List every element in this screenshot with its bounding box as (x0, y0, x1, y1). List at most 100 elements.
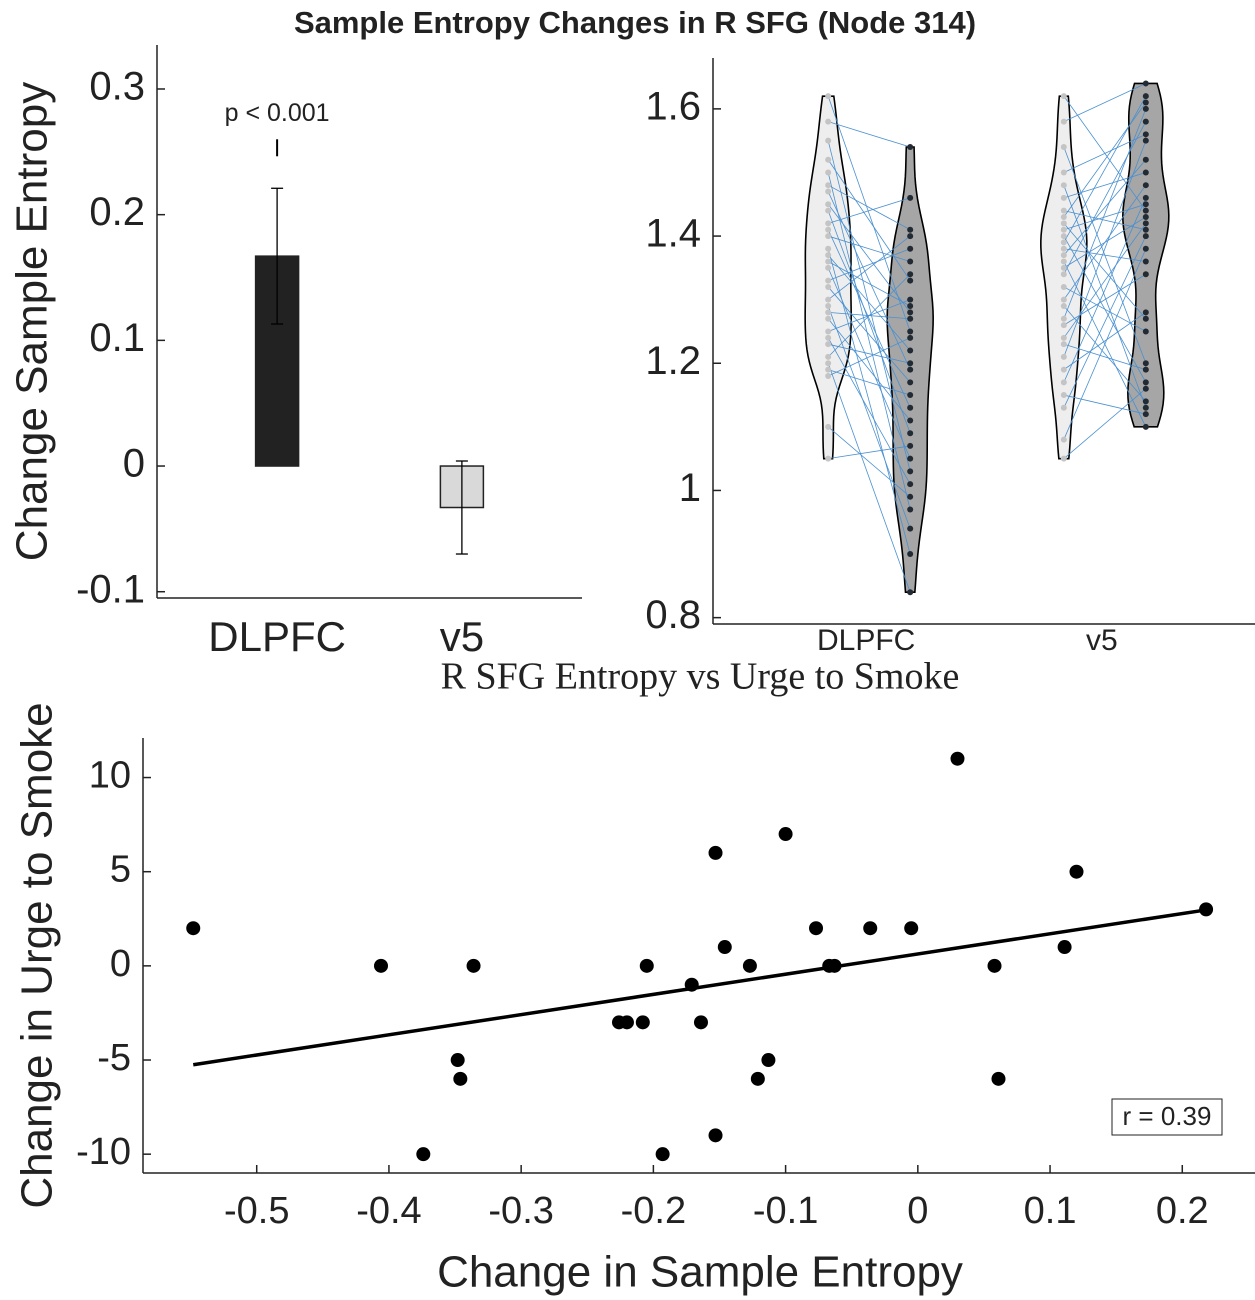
point (825, 283, 832, 290)
point (907, 455, 914, 462)
point (907, 392, 914, 399)
point (1142, 80, 1149, 87)
pair-line (827, 318, 911, 421)
point (825, 93, 832, 100)
point (907, 468, 914, 475)
point (907, 379, 914, 386)
point (825, 226, 832, 233)
pair-line (1063, 184, 1147, 300)
point (907, 417, 914, 424)
point (639, 958, 654, 973)
point (1060, 118, 1067, 125)
point (1060, 366, 1067, 373)
y-tick-label: 0.1 (89, 316, 145, 360)
point (1060, 322, 1067, 329)
point (1060, 194, 1067, 201)
point (1142, 169, 1149, 176)
pair-line (828, 248, 911, 281)
point (907, 233, 914, 240)
point (1142, 315, 1149, 322)
point (742, 958, 757, 973)
x-axis-label: Change in Sample Entropy (437, 1248, 963, 1297)
point (1060, 213, 1067, 220)
point (1199, 902, 1214, 917)
point (825, 353, 832, 360)
pair-line (1063, 273, 1147, 326)
point (1142, 93, 1149, 100)
pair-line (827, 254, 911, 351)
pair-line (828, 445, 911, 460)
point (1142, 207, 1149, 214)
x-tick-label: v5 (440, 613, 484, 660)
point (825, 423, 832, 430)
point (1069, 864, 1084, 879)
point (1142, 105, 1149, 112)
point (825, 296, 832, 303)
violin (1122, 82, 1170, 428)
point (1142, 226, 1149, 233)
point (619, 1015, 634, 1030)
y-tick-label: 1.4 (645, 212, 701, 256)
point (825, 169, 832, 176)
point (466, 958, 481, 973)
point (907, 194, 914, 201)
point (1060, 252, 1067, 259)
chart-title: Sample Entropy Changes in R SFG (Node 31… (294, 5, 976, 40)
point (825, 455, 832, 462)
x-tick-label: DLPFC (817, 624, 915, 657)
point (1060, 220, 1067, 227)
y-tick-label: 1 (679, 466, 701, 510)
point (825, 156, 832, 163)
point (1142, 385, 1149, 392)
point (825, 372, 832, 379)
pair-line (827, 286, 911, 383)
point (693, 1015, 708, 1030)
point (825, 188, 832, 195)
y-tick-label: 10 (89, 755, 131, 797)
point (907, 271, 914, 278)
point (907, 226, 914, 233)
point (907, 481, 914, 488)
pair-line (828, 337, 911, 377)
pair-line (827, 184, 911, 231)
point (907, 347, 914, 354)
x-tick-label: 0 (907, 1190, 928, 1232)
point (907, 334, 914, 341)
point (907, 303, 914, 310)
point (907, 245, 914, 252)
point (186, 921, 201, 936)
point (1142, 99, 1149, 106)
pair-line (1063, 133, 1146, 173)
pair-line (827, 172, 911, 510)
point (1057, 940, 1072, 955)
point (684, 977, 699, 992)
point (1142, 118, 1149, 125)
point (825, 245, 832, 252)
point (1142, 201, 1149, 208)
point (1060, 379, 1067, 386)
pair-line (1063, 95, 1147, 243)
point (1060, 264, 1067, 271)
point (1060, 239, 1067, 246)
point (761, 1053, 776, 1068)
pair-line (827, 273, 911, 358)
point (635, 1015, 650, 1030)
x-tick-label: 0.2 (1156, 1190, 1209, 1232)
point (950, 751, 965, 766)
point (778, 827, 793, 842)
point (1060, 245, 1067, 252)
pair-line (1063, 197, 1147, 383)
point (1142, 398, 1149, 405)
pair-line (1063, 235, 1147, 408)
point (655, 1147, 670, 1162)
y-axis-label: Change in Urge to Smoke (13, 702, 62, 1208)
point (825, 315, 832, 322)
point (1060, 334, 1067, 341)
point (1142, 245, 1149, 252)
point (1060, 353, 1067, 360)
point (1142, 213, 1149, 220)
pair-line (827, 337, 911, 485)
point (1060, 226, 1067, 233)
point (1142, 220, 1149, 227)
pair-line (1063, 121, 1147, 275)
